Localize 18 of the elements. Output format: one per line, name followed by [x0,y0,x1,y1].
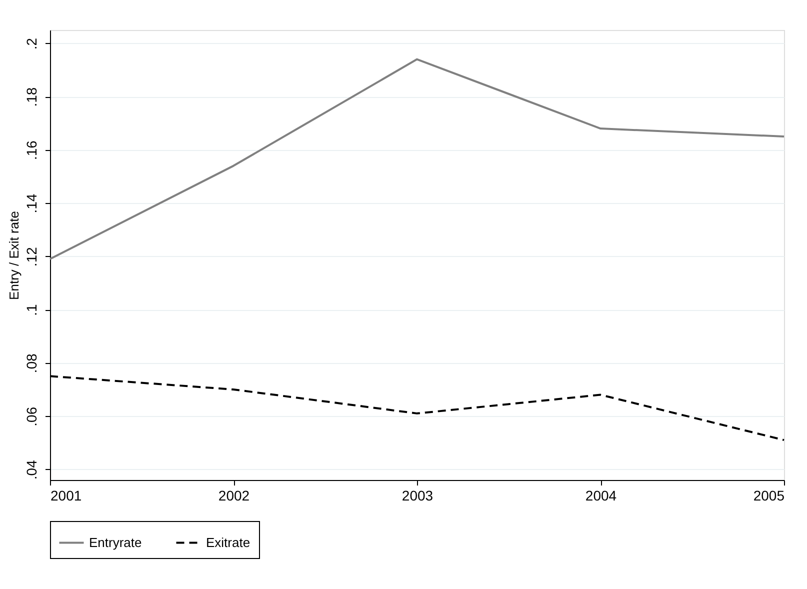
x-tick-label: 2001 [50,488,82,504]
y-tick-label: .12 [24,246,40,267]
y-tick-label: .2 [24,38,40,50]
line-series [49,58,785,260]
y-tick-label: .18 [24,87,40,107]
x-tick-label: 2005 [753,488,785,504]
y-tick-label: .08 [24,353,40,374]
legend-label: Entryrate [89,534,142,550]
y-tick-label: .04 [24,460,40,480]
x-tick-label: 2004 [585,488,617,504]
x-tick-label: 2002 [218,488,250,504]
y-tick-label: .06 [24,406,40,426]
legend-label: Exitrate [206,534,250,550]
y-axis-title: Entry / Exit rate [6,211,22,300]
y-tick-label: .1 [24,304,40,316]
y-tick-label: .16 [24,140,40,160]
x-tick-label: 2003 [402,488,434,504]
y-tick-label: .14 [24,194,40,214]
